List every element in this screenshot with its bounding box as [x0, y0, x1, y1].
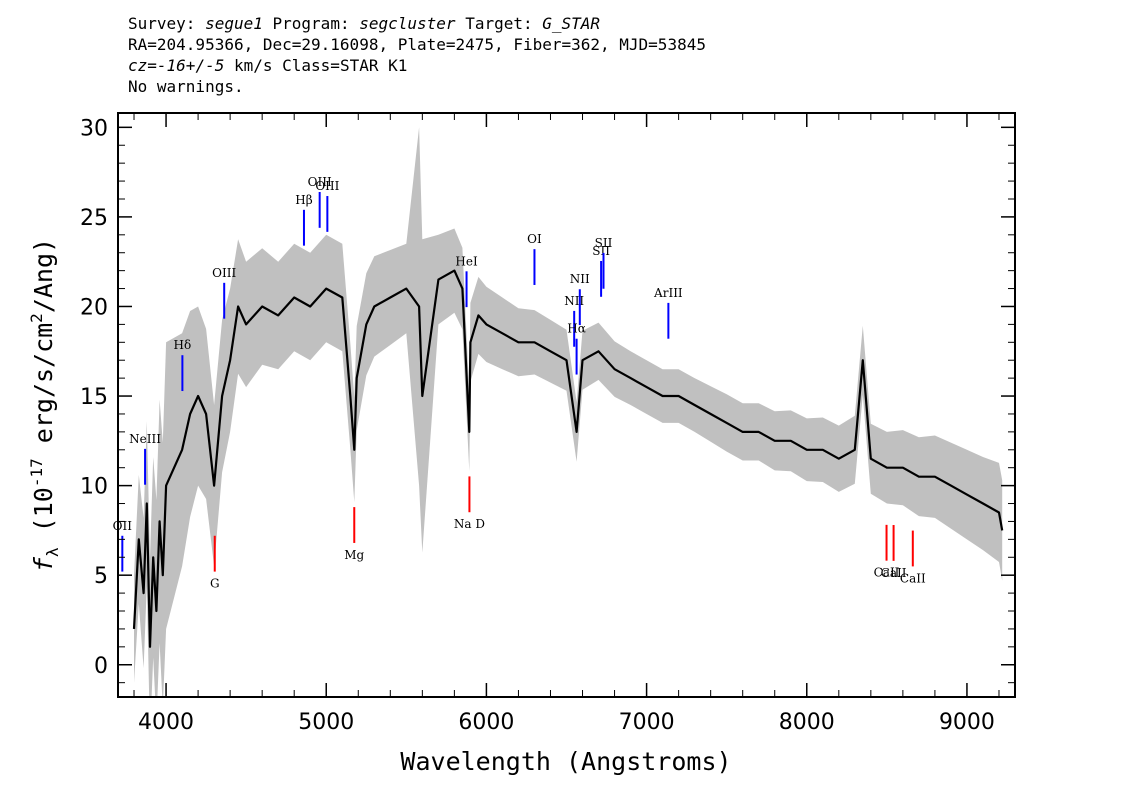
header-line-2: RA=204.95366, Dec=29.16098, Plate=2475, … [128, 35, 706, 54]
emission-line-label: Hα [567, 322, 586, 336]
x-axis: 4000 5000 6000 7000 8000 9000 [133, 113, 1000, 735]
program-value: segcluster [359, 14, 456, 33]
flux-line [132, 269, 1004, 648]
y-tick-label: 10 [80, 475, 108, 500]
y-tick-label: 25 [80, 206, 108, 231]
absorption-line-label: Mg [344, 548, 364, 562]
emission-line-label: OIII [308, 175, 332, 189]
emission-line-label: NII [570, 272, 590, 286]
emission-line-label: Hβ [295, 193, 312, 207]
y-tick-label: 15 [80, 385, 108, 410]
error-band-area [134, 127, 1003, 697]
absorption-line-label: G [210, 577, 220, 591]
survey-value: segue1 [205, 14, 263, 33]
y-axis: 0 5 10 15 20 25 30 [80, 116, 1015, 684]
y-tick-label: 30 [80, 116, 108, 141]
y-axis-title: fλ (10-17 erg/s/cm2/Ang) [27, 238, 62, 572]
emission-line-label: NII [564, 294, 584, 308]
header-warnings: No warnings. [128, 77, 244, 96]
emission-line-label: Hδ [174, 338, 192, 352]
x-tick-label: 5000 [298, 710, 354, 735]
flux-series [132, 269, 1004, 648]
emission-line-label: ArIII [653, 286, 683, 300]
emission-line-label: OIII [212, 266, 236, 280]
emission-line-label: OI [527, 232, 542, 246]
target-value: G_STAR [542, 14, 601, 33]
x-tick-label: 4000 [138, 710, 194, 735]
emission-line-label: SII [595, 236, 613, 250]
x-tick-label: 8000 [779, 710, 835, 735]
cz-value: -16+/-5 [156, 56, 225, 75]
absorption-line-label: CaII [900, 571, 926, 585]
x-axis-title: Wavelength (Angstroms) [400, 747, 731, 776]
emission-line-label: OIII [315, 179, 339, 193]
error-band [134, 127, 1003, 697]
emission-line-label: NeIII [129, 432, 161, 446]
absorption-line-label: CaII [881, 566, 907, 580]
y-tick-label: 0 [94, 654, 108, 679]
absorption-line-label: Na D [454, 517, 485, 531]
x-tick-label: 6000 [458, 710, 514, 735]
y-tick-label: 20 [80, 295, 108, 320]
plot-frame [117, 112, 1016, 698]
emission-line-label: OII [113, 519, 133, 533]
spectral-line-markers: OIINeIIIHδOIIIHβOIIIOIIIHeIOINIIHαNIISII… [113, 175, 926, 591]
absorption-line-label: CaII [874, 566, 900, 580]
header-line-1: Survey: segue1 Program: segcluster Targe… [128, 14, 601, 33]
y-tick-label: 5 [94, 564, 108, 589]
spectrum-header: Survey: segue1 Program: segcluster Targe… [128, 13, 706, 97]
emission-line-label: SII [592, 244, 610, 258]
header-line-3: cz=-16+/-5 km/s Class=STAR K1 [128, 56, 408, 75]
x-tick-label: 9000 [939, 710, 995, 735]
x-tick-label: 7000 [619, 710, 675, 735]
emission-line-label: HeI [455, 254, 478, 268]
